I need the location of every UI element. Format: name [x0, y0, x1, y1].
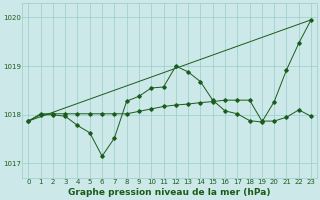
- X-axis label: Graphe pression niveau de la mer (hPa): Graphe pression niveau de la mer (hPa): [68, 188, 271, 197]
